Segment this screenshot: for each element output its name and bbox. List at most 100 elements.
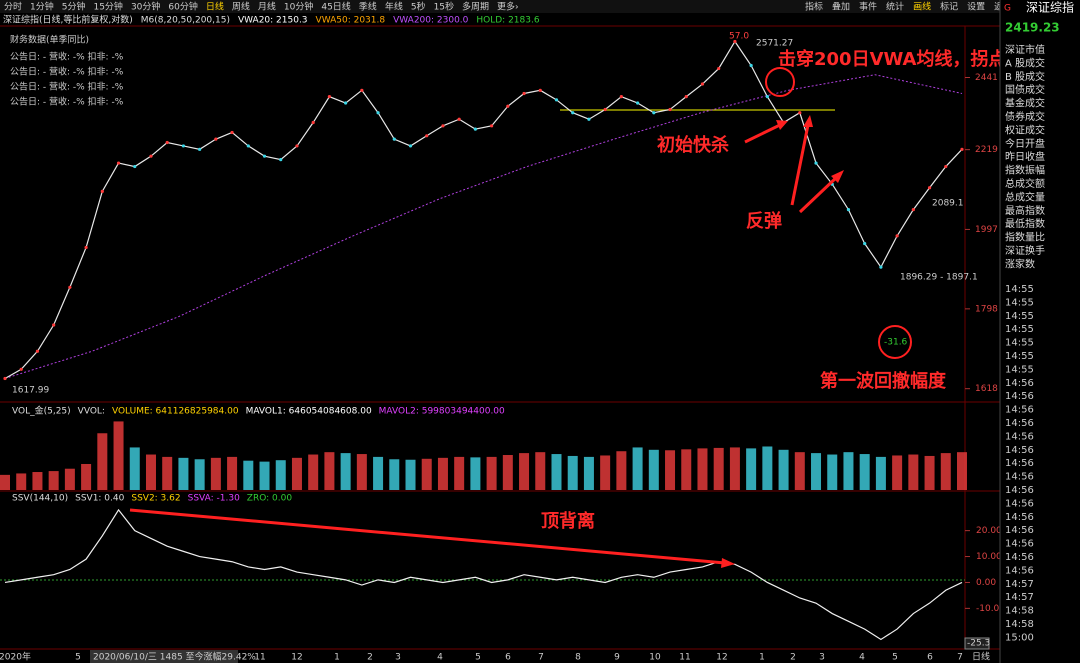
price-point [149,154,153,158]
period-tab[interactable]: 日线 [206,1,224,13]
volume-bar [97,433,108,490]
volume-bar [535,452,546,490]
trade-time: 15:00 [1005,632,1034,643]
x-tick-label: 7 [538,653,544,663]
volume-header: MAVOL1: 646054084608.00 [246,407,372,417]
volume-bar [827,454,838,490]
volume-bar [145,454,156,490]
volume-bar [64,468,75,490]
tool-button[interactable]: 指标 [805,1,823,13]
tool-button[interactable]: 画线 [913,1,931,13]
arrowhead [831,170,844,183]
price-point [863,241,867,246]
volume-header: VOLUME: 641126825984.00 [112,407,239,417]
volume-header: VOL_金(5,25) [12,405,71,417]
quote-field: 总成交额 [1005,177,1045,190]
volume-bar [924,455,935,490]
volume-bar [600,455,611,490]
period-tab[interactable]: 多周期 [462,1,489,13]
y-tick-label: 10.00 [976,552,1002,562]
volume-bar [957,452,967,490]
trade-time: 14:56 [1005,418,1034,429]
price-point [52,323,56,327]
price-point [798,111,802,115]
price-point [133,164,137,169]
price-point [425,134,429,138]
period-tab[interactable]: 1分钟 [30,1,54,13]
ssv-header: SSV(144,10) [12,494,68,504]
period-tab[interactable]: 15秒 [434,1,454,13]
trade-time: 14:56 [1005,485,1034,496]
x-tick-label: 5 [475,653,481,663]
trade-time: 14:55 [1005,364,1034,375]
period-tab[interactable]: 5秒 [411,1,426,13]
price-point [619,95,623,99]
period-tab[interactable]: 月线 [258,1,276,13]
price-point [571,111,575,115]
tool-button[interactable]: 统计 [886,1,904,13]
price-point [879,265,883,269]
quote-field: 今日开盘 [1005,137,1045,150]
trade-time: 14:55 [1005,297,1034,308]
volume-bar [356,454,367,490]
tool-button[interactable]: 设置 [967,2,985,13]
price-point [506,104,510,108]
volume-bar [908,454,919,490]
price-point [344,101,348,105]
volume-bar [0,474,10,490]
ssv-line [4,508,963,641]
price-point [473,127,477,131]
period-tab[interactable]: 10分钟 [284,1,313,13]
volume-bar [519,453,530,490]
period-tab[interactable]: 5分钟 [62,1,86,13]
volume-bar [551,454,562,490]
period-tab[interactable]: 周线 [232,1,250,13]
quote-field: 涨家数 [1005,257,1035,270]
volume-bar [583,456,594,490]
annotation: 第一波回撤幅度 [820,370,947,392]
price-point [749,63,753,68]
arrowhead [803,115,813,127]
price-point [684,95,688,99]
period-tab[interactable]: 45日线 [321,1,350,13]
y-tick-label: 2441 [975,73,998,83]
period-tab[interactable]: 60分钟 [168,1,197,13]
annotation: 反弹 [746,210,782,232]
ssv-last: -25.3 [967,639,990,649]
trade-time: 14:56 [1005,552,1034,563]
vwa200-line [4,74,963,379]
volume-bar [243,460,254,490]
y-tick-label: 2219 [975,145,998,155]
volume-bar [616,451,627,490]
x-tick-label: 10 [649,653,661,663]
period-tab[interactable]: 年线 [385,1,403,13]
y-tick-label: 20.00 [976,526,1002,536]
price-point [733,39,737,44]
volume-bar [308,454,319,490]
volume-bar [502,455,513,490]
period-tab[interactable]: 季线 [359,1,377,13]
tool-button[interactable]: 标记 [940,1,958,13]
finance-row: 公告日: - 营收: -% 扣非: -% [10,66,124,78]
x-tick-label: 3 [395,653,401,663]
tool-button[interactable]: 叠加 [832,2,850,13]
price-point [927,186,932,190]
period-tab[interactable]: 更多› [497,1,519,13]
volume-bar [778,449,789,490]
period-tab[interactable]: 15分钟 [93,1,122,13]
trade-time: 14:56 [1005,445,1034,456]
y-tick-label: 1618 [975,384,998,394]
price-point [181,144,186,148]
period-tab[interactable]: 分时 [4,1,22,13]
price-point [311,120,315,125]
volume-bar [681,449,692,490]
tool-button[interactable]: 事件 [859,1,877,13]
trade-time: 14:55 [1005,284,1034,295]
trade-time: 14:57 [1005,592,1034,603]
trade-time: 14:58 [1005,619,1034,630]
volume-bar [405,459,416,490]
price-point [116,161,121,165]
volume-bar [340,453,351,490]
period-tab[interactable]: 30分钟 [131,1,160,13]
period-label: 日线 [972,651,990,663]
